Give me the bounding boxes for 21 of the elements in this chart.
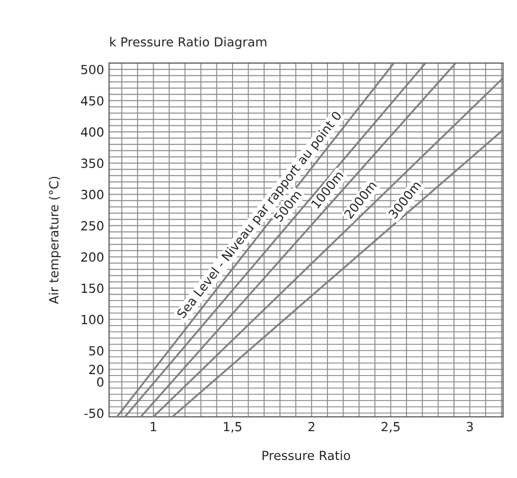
y-tick-label: 400: [80, 127, 104, 137]
y-tick-label: 100: [82, 314, 104, 324]
x-tick-label: 2: [308, 422, 314, 432]
y-tick-label: 200: [81, 252, 104, 262]
y-tick-label: 450: [80, 96, 104, 106]
chart-title: k Pressure Ratio Diagram: [110, 36, 266, 50]
y-tick-label: 150: [82, 284, 104, 294]
x-tick-label: 1: [150, 422, 156, 432]
x-axis-title: Pressure Ratio: [262, 450, 350, 460]
y-tick-label: 20: [89, 364, 104, 374]
x-tick-label: 1,5: [224, 422, 242, 433]
y-tick-label: 250: [81, 221, 104, 231]
y-tick-label: 500: [81, 64, 104, 74]
x-tick-label: 2,5: [382, 422, 400, 433]
x-tick-label: 3: [466, 422, 473, 432]
y-tick-label: 350: [81, 158, 104, 168]
y-tick-label: -50: [84, 408, 104, 418]
y-tick-label: 0: [97, 377, 104, 387]
y-tick-label: 50: [89, 346, 104, 356]
y-tick-label: 300: [81, 190, 104, 200]
y-axis-title: Air temperature (°C): [48, 176, 61, 304]
